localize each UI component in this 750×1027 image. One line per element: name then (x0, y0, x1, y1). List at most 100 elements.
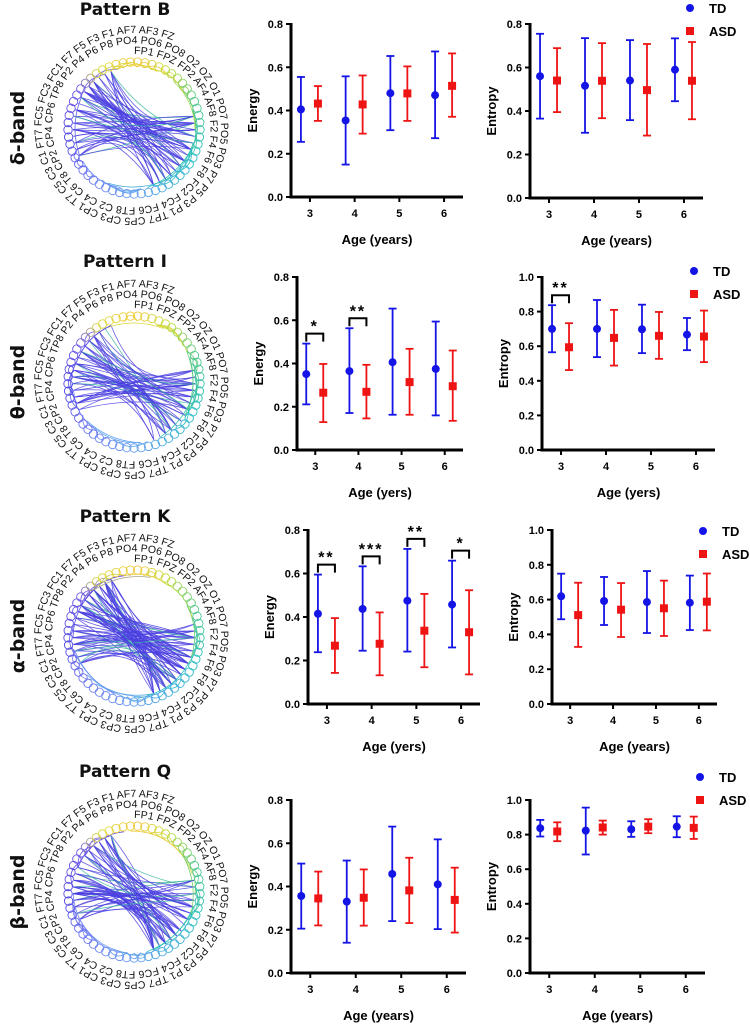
channel-node (175, 678, 185, 688)
legend-td-label: TD (719, 770, 736, 785)
channel-node (195, 881, 205, 892)
legend: TD ASD (699, 524, 749, 562)
channel-node (114, 441, 125, 452)
x-tick-label: 6 (696, 715, 702, 727)
channel-node (88, 175, 99, 185)
channel-node (143, 187, 154, 198)
local-arc (130, 830, 180, 851)
legend-asd-marker (696, 796, 704, 804)
channel-node (175, 424, 185, 434)
y-tick-label: 0.4 (285, 612, 301, 624)
legend-td-label: TD (709, 1, 726, 16)
channel-node (169, 429, 180, 439)
connection-arc (110, 71, 195, 137)
local-arc (173, 844, 185, 857)
channel-node (166, 323, 177, 333)
td-marker (431, 364, 440, 373)
asd-marker (448, 382, 457, 391)
connection-arc (93, 589, 189, 664)
channel-node (195, 633, 205, 643)
channel-node (186, 854, 196, 864)
x-tick-label: 6 (444, 984, 450, 996)
x-tick-label: 6 (683, 984, 689, 996)
asd-marker (362, 387, 371, 396)
asd-marker (405, 886, 414, 895)
local-arc (82, 161, 121, 188)
channel-node (70, 153, 80, 163)
asd-marker (553, 827, 562, 836)
td-point-age-3 (296, 76, 305, 143)
td-marker (297, 892, 306, 901)
connection-arc (79, 646, 177, 681)
x-tick-label: 5 (637, 984, 643, 996)
channel-node (154, 62, 164, 72)
connection-arc (81, 351, 189, 410)
channel-node (72, 344, 82, 354)
local-arc (186, 351, 194, 410)
channel-node (180, 929, 190, 939)
td-point-age-5 (403, 548, 412, 653)
channel-node (97, 319, 108, 329)
local-arc (173, 81, 196, 130)
y-tick-label: 0.8 (274, 272, 289, 284)
connection-arc (77, 867, 196, 898)
connection-arc (78, 611, 161, 692)
td-marker (672, 822, 681, 831)
connection-arc (73, 369, 195, 383)
td-point-age-5 (388, 307, 397, 416)
connection-arc (93, 589, 196, 639)
channel-node (184, 667, 194, 677)
channel-node (188, 153, 198, 163)
channel-node (194, 132, 205, 142)
channel-node (63, 379, 73, 389)
td-point-age-6 (670, 37, 679, 103)
channel-node (111, 313, 121, 324)
channel-node (147, 567, 157, 578)
channel-node (67, 654, 77, 664)
channel-node (180, 165, 190, 175)
channel-node (192, 867, 202, 877)
connection-arc (93, 335, 155, 440)
channel-node (86, 73, 96, 83)
asd-point-age-5 (644, 818, 653, 835)
connection-arc (110, 71, 195, 126)
connection-arc (98, 841, 167, 945)
asd-marker (330, 641, 339, 650)
asd-point-age-6 (702, 572, 711, 632)
asd-point-age-4 (359, 868, 368, 927)
y-tick-label: 0.2 (285, 656, 300, 668)
channel-node (63, 117, 73, 128)
channel-node (150, 185, 161, 196)
local-arc (159, 390, 195, 438)
channel-node (189, 96, 200, 107)
asd-point-age-3 (314, 870, 323, 927)
connection-arc (73, 643, 195, 647)
channel-node (191, 910, 201, 920)
channel-node (154, 826, 164, 836)
channel-node (194, 874, 204, 884)
channel-node (67, 910, 77, 920)
connection-arc (80, 351, 195, 385)
asd-point-age-5 (403, 65, 412, 122)
local-arc (85, 166, 97, 178)
channel-node (67, 146, 77, 156)
connection-arc (110, 579, 186, 670)
td-point-age-4 (358, 565, 367, 652)
connection-arc (88, 594, 192, 658)
asd-marker (644, 822, 653, 831)
channel-node (184, 923, 194, 933)
channel-node (157, 183, 167, 193)
chart-entropy-row-0: 0.0 0.2 0.4 0.6 0.8 3 4 5 6 Entropy Age (years) TD A… (484, 1, 736, 248)
chart-entropy-row-3: 0.0 0.2 0.4 0.6 0.8 1.0 3 4 5 6 Entropy Age (years)… (484, 770, 746, 1023)
td-marker (536, 72, 545, 81)
y-tick-label: 0.0 (285, 699, 300, 711)
channel-node (88, 429, 99, 439)
channel-node (157, 437, 167, 447)
legend: TD ASD (686, 1, 736, 39)
channel-node (66, 611, 76, 621)
td-marker (670, 65, 679, 74)
connection-arc (76, 132, 195, 150)
legend-td-marker (696, 773, 704, 781)
td-marker (433, 880, 442, 889)
channel-node (63, 889, 73, 899)
